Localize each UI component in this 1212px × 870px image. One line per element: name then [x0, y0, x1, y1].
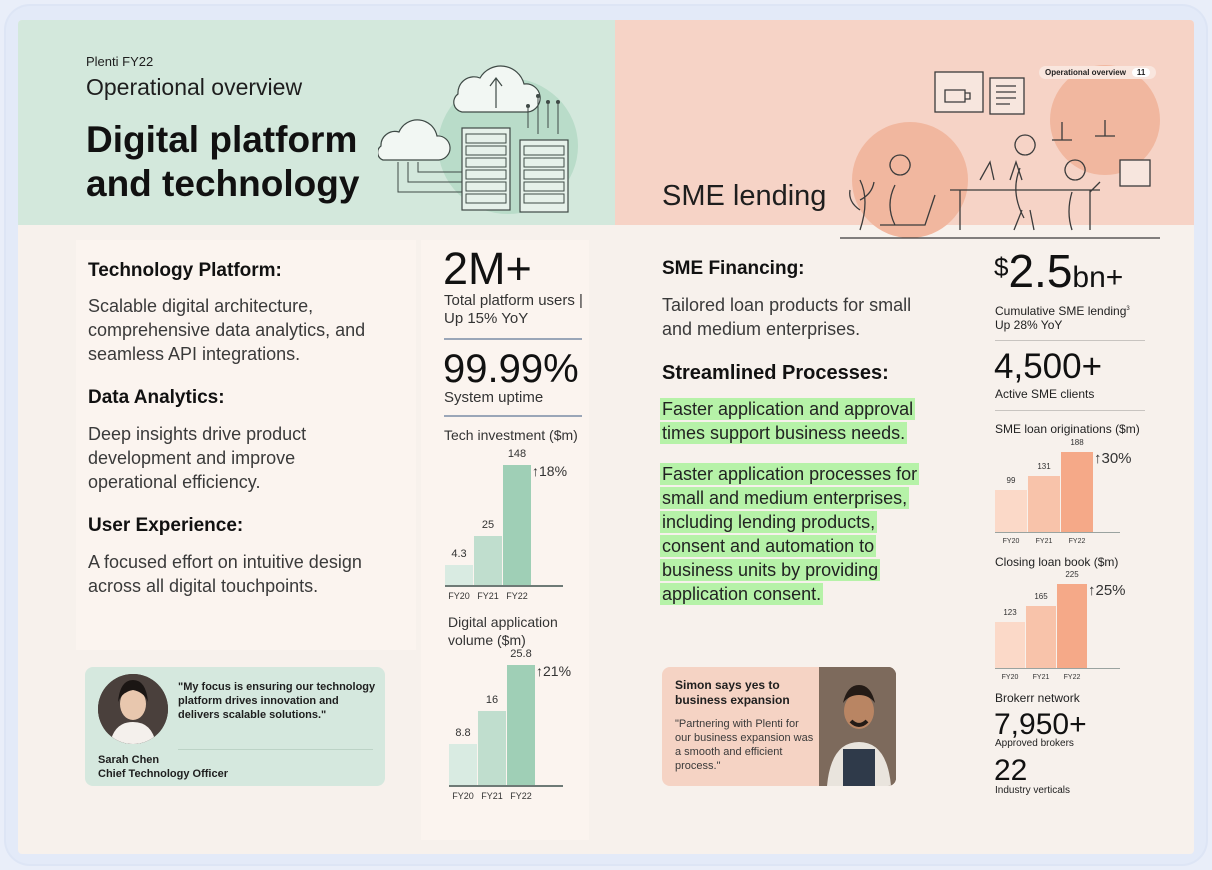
x-tick-label: FY20	[1001, 674, 1019, 681]
broker-network-title: Brokerr network	[995, 691, 1080, 705]
streamlined-text: Faster application and approval times su…	[660, 398, 916, 444]
x-tick-label: FY22	[1068, 538, 1086, 545]
sme-financing-heading: SME Financing:	[662, 258, 805, 279]
x-axis	[445, 585, 563, 587]
story-heading: Simon says yes to business expansion	[675, 678, 790, 707]
x-tick-label: FY22	[506, 591, 528, 601]
streamlined-heading: Streamlined Processes:	[662, 362, 889, 384]
x-tick-label: FY21	[1032, 674, 1050, 681]
bar-value-label: 225	[1065, 570, 1079, 579]
growth-label: ↑21%	[536, 663, 572, 679]
chart-bar	[478, 710, 506, 785]
processes-text: Faster application processes for small a…	[660, 463, 920, 605]
report-subtitle: Plenti FY22	[86, 54, 154, 69]
tech-header: Plenti FY22 Operational overview Digital…	[18, 20, 615, 225]
cto-quote-text: "My focus is ensuring our technology pla…	[178, 681, 376, 721]
x-axis	[449, 785, 563, 787]
bar-value-label: 131	[1037, 462, 1051, 472]
chart-bar	[449, 744, 477, 785]
x-axis	[995, 532, 1120, 533]
x-tick-label: FY20	[1002, 538, 1020, 545]
sme-lending-value: $2.5bn+	[994, 245, 1124, 297]
sme-section-title: SME lending	[662, 180, 827, 212]
chart-bar	[445, 564, 473, 585]
bar-value-label: 16	[485, 693, 499, 706]
bar-value-label: 148	[507, 448, 527, 460]
chart-bar	[995, 622, 1025, 668]
users-label: Total platform users | Up 15% YoY	[444, 292, 583, 327]
cto-name: Sarah Chen Chief Technology Officer	[98, 754, 228, 780]
brokers-value: 7,950+	[994, 708, 1087, 741]
x-tick-label: FY22	[510, 791, 532, 801]
growth-label: ↑30%	[1094, 450, 1132, 467]
x-tick-label: FY22	[1063, 674, 1081, 681]
customer-story-card: Simon says yes to business expansion "Pa…	[662, 667, 896, 786]
report-page: Plenti FY22 Operational overview Digital…	[18, 20, 1194, 854]
uptime-value: 99.99%	[443, 347, 579, 391]
chart-bar	[995, 489, 1027, 532]
section-title: Operational overview	[86, 74, 303, 100]
x-axis	[995, 668, 1120, 669]
chart-bar	[507, 665, 535, 785]
x-tick-label: FY20	[448, 591, 470, 601]
growth-label: ↑25%	[1088, 582, 1126, 599]
users-value: 2M+	[443, 243, 532, 294]
avatar	[98, 674, 168, 744]
uptime-label: System uptime	[444, 389, 544, 406]
brokers-label: Approved brokers	[995, 738, 1074, 749]
sme-lending-label: Cumulative SME lending3 Up 28% YoY	[995, 304, 1130, 332]
data-analytics-heading: Data Analytics:	[88, 387, 225, 408]
bar-value-label: 4.3	[451, 547, 467, 560]
cto-quote-card: "My focus is ensuring our technology pla…	[85, 667, 385, 786]
bar-value-label: 188	[1070, 438, 1084, 447]
sme-header: Operational overview 11	[615, 20, 1194, 239]
page-title: Digital platform and technology	[86, 119, 360, 204]
user-experience-text: A focused effort on intuitive design acr…	[88, 552, 362, 596]
x-tick-label: FY21	[481, 791, 503, 801]
chart-title: Digital application volume ($m)	[448, 614, 558, 648]
chart-bar	[1057, 584, 1087, 668]
chart-title: Closing loan book ($m)	[995, 555, 1119, 569]
divider	[444, 415, 582, 417]
divider	[995, 410, 1145, 411]
x-tick-label: FY21	[1035, 538, 1053, 545]
sme-clients-value: 4,500+	[994, 347, 1103, 386]
bar-value-label: 99	[1006, 475, 1016, 485]
chart-bar	[503, 465, 531, 585]
chart-bar	[1028, 476, 1060, 532]
verticals-value: 22	[994, 754, 1028, 787]
cafe-illustration	[840, 65, 1160, 239]
bar-value-label: 8.8	[455, 727, 471, 740]
x-tick-label: FY20	[452, 791, 474, 801]
user-experience-heading: User Experience:	[88, 515, 244, 536]
sme-clients-label: Active SME clients	[995, 387, 1095, 401]
tech-platform-text: Scalable digital architecture, comprehen…	[88, 296, 366, 364]
chart-title: Tech investment ($m)	[444, 427, 578, 443]
bar-value-label: 123	[1003, 608, 1017, 618]
data-analytics-text: Deep insights drive product development …	[88, 424, 307, 492]
divider	[444, 338, 582, 340]
chart-bar	[1026, 606, 1056, 668]
bar-value-label: 165	[1034, 592, 1048, 602]
x-tick-label: FY21	[477, 591, 499, 601]
bar-value-label: 25.8	[510, 648, 532, 660]
verticals-label: Industry verticals	[995, 785, 1071, 796]
growth-label: ↑18%	[532, 463, 568, 479]
cloud-server-illustration	[378, 65, 578, 214]
story-quote: "Partnering with Plenti for our business…	[675, 718, 814, 772]
chart-bar	[1061, 452, 1093, 532]
chart-bar	[474, 535, 502, 585]
sme-financing-text: Tailored loan products for small and med…	[662, 295, 912, 339]
bar-value-label: 25	[481, 518, 495, 531]
customer-photo	[819, 667, 896, 786]
tech-text-card	[76, 240, 416, 650]
chart-title: SME loan originations ($m)	[995, 422, 1140, 436]
divider	[995, 340, 1145, 341]
page-indicator: Operational overview 11	[1039, 66, 1157, 79]
tech-platform-heading: Technology Platform:	[88, 260, 282, 281]
